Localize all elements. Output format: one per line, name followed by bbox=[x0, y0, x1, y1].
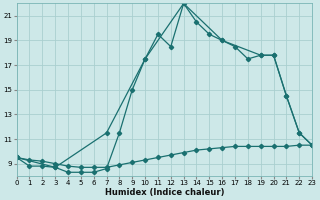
X-axis label: Humidex (Indice chaleur): Humidex (Indice chaleur) bbox=[105, 188, 224, 197]
